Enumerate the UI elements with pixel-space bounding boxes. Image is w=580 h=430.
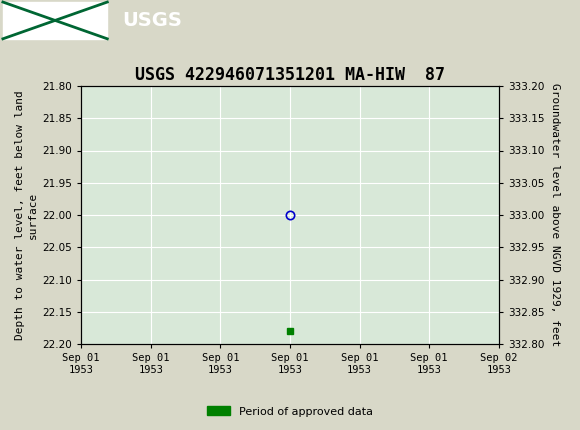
Y-axis label: Depth to water level, feet below land
surface: Depth to water level, feet below land su… [15,90,38,340]
Legend: Period of approved data: Period of approved data [203,402,377,421]
Text: USGS: USGS [122,11,182,30]
Y-axis label: Groundwater level above NGVD 1929, feet: Groundwater level above NGVD 1929, feet [550,83,560,347]
Text: USGS 422946071351201 MA-HIW  87: USGS 422946071351201 MA-HIW 87 [135,66,445,84]
Bar [3,2,107,39]
